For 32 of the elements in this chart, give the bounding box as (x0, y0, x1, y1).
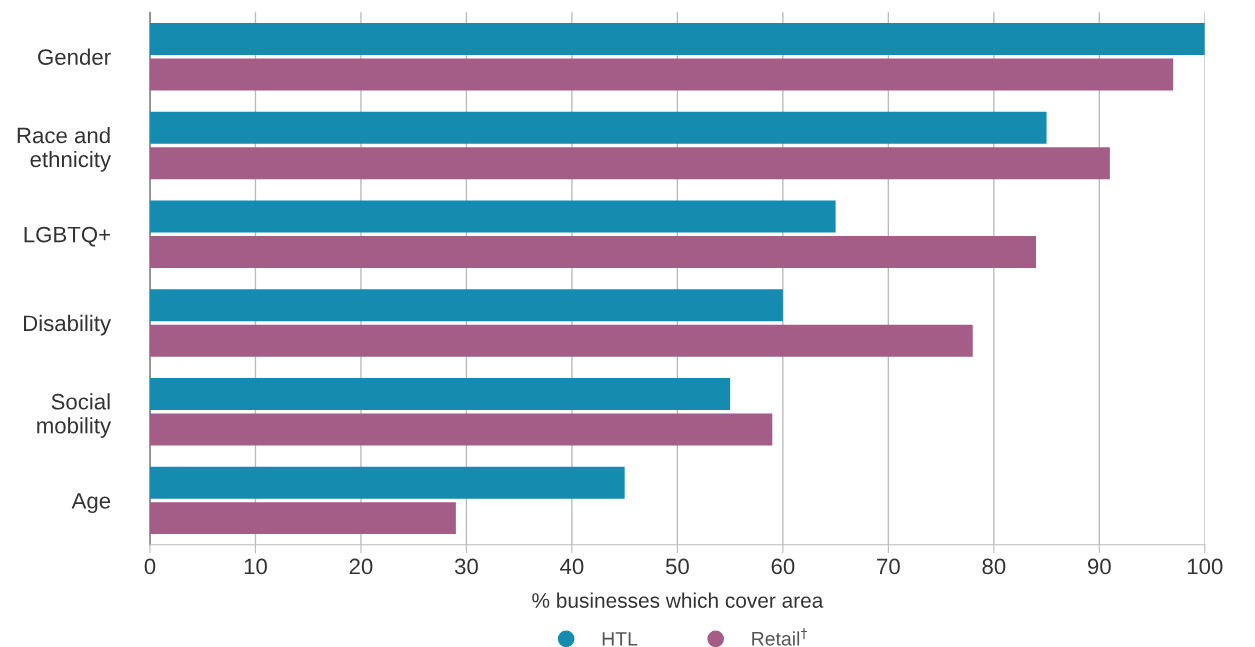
x-tick-label: 70 (877, 558, 900, 575)
bar (149, 502, 456, 535)
y-tick-label: Gender (38, 48, 111, 65)
bar (149, 22, 1205, 55)
x-tick-label: 90 (1088, 558, 1111, 575)
x-tick-label: 40 (560, 558, 584, 575)
legend-label: HTL (602, 632, 638, 646)
y-tick-label: LGBTQ+ (24, 226, 110, 247)
x-tick-label: 50 (665, 558, 689, 575)
x-axis-title: % businesses which cover area (532, 592, 824, 608)
bar (149, 147, 1110, 180)
x-tick-label: 20 (349, 558, 373, 575)
legend-label: Retail$^{†}$ (752, 628, 808, 646)
bar (149, 289, 783, 322)
bar (149, 111, 1047, 144)
y-tick-label: Race and ethnicity (17, 127, 112, 172)
bar (149, 377, 731, 410)
bar (149, 324, 973, 357)
x-tick-label: 60 (771, 558, 795, 575)
bar (149, 200, 836, 233)
x-tick-label: 100 (1187, 558, 1223, 575)
y-tick-label: Age (71, 493, 111, 514)
x-tick-label: 0 (144, 558, 156, 575)
x-tick-label: 30 (454, 558, 478, 575)
bar (149, 235, 1037, 268)
x-tick-label: 80 (982, 558, 1006, 575)
x-tick-label: 10 (244, 558, 267, 575)
y-tick-label: Social mobility (37, 393, 112, 438)
bar (149, 466, 625, 499)
y-tick-label: Disability (24, 314, 112, 336)
bar (149, 413, 773, 446)
bar (149, 58, 1174, 91)
